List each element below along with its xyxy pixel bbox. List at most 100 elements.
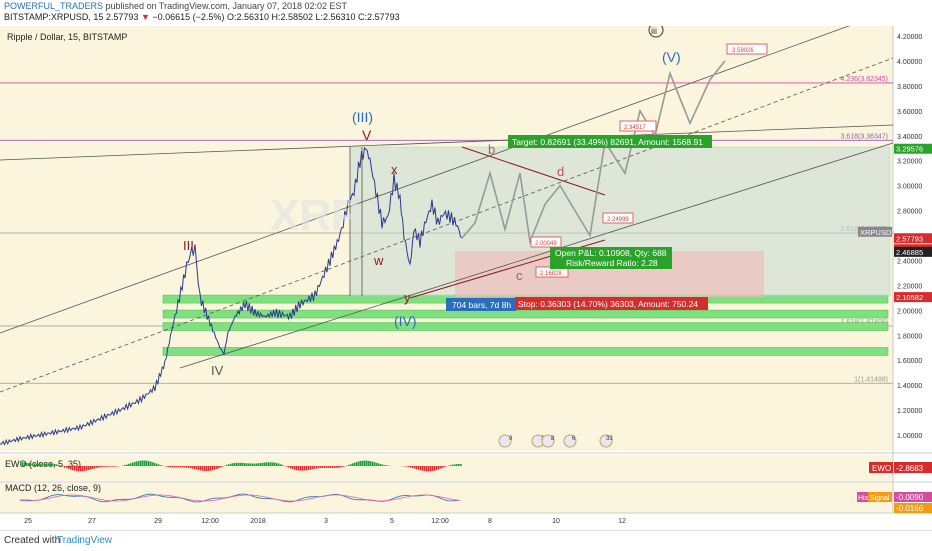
- macd-signal-tag-text: Signal: [870, 495, 890, 502]
- ewo-bar: [324, 466, 326, 468]
- ewo-bar: [156, 464, 158, 466]
- ewo-bar: [184, 466, 186, 467]
- published-text: published on TradingView.com, January 07…: [106, 1, 348, 11]
- ewo-bar: [258, 463, 260, 466]
- ewo-value: -2.8683: [896, 464, 924, 473]
- ewo-bar: [192, 466, 194, 469]
- ewo-bar: [450, 465, 452, 466]
- ewo-bar: [382, 465, 384, 466]
- ewo-bar: [168, 466, 170, 467]
- ewo-bar: [70, 466, 72, 470]
- ewo-bar: [144, 461, 146, 466]
- ewo-bar: [428, 466, 430, 471]
- ewo-bar: [350, 464, 352, 466]
- ewo-bar: [44, 463, 46, 466]
- ewo-bar: [38, 464, 40, 466]
- ewo-bar: [196, 466, 198, 470]
- tradingview-logo[interactable]: TradingView: [57, 535, 112, 546]
- wave-label-w: w: [373, 253, 384, 268]
- ewo-bar: [54, 464, 56, 466]
- chart-title: Ripple / Dollar, 15, BITSTAMP: [7, 32, 127, 42]
- ewo-bar: [46, 463, 48, 466]
- wave-label-V-paren: (V): [662, 49, 681, 65]
- ewo-bar: [454, 464, 456, 466]
- ewo-bar: [302, 466, 304, 471]
- ewo-bar: [274, 463, 276, 466]
- ewo-bar: [358, 461, 360, 466]
- username-link[interactable]: POWERFUL_TRADERS: [4, 1, 103, 11]
- ewo-bar: [132, 463, 134, 466]
- ohlc-line: BITSTAMP:XRPUSD, 15 2.57793 ▼ −0.06615 (…: [4, 12, 400, 22]
- ewo-bar: [338, 466, 340, 468]
- y-tick-label: 1.80000: [897, 333, 922, 340]
- ewo-bar: [368, 461, 370, 466]
- ewo-bar: [236, 463, 238, 466]
- ewo-bar: [420, 466, 422, 470]
- ewo-bar: [292, 466, 294, 469]
- ewo-bar: [410, 466, 412, 467]
- stop-box[interactable]: Stop: 0.36303 (14.70%) 36303, Amount: 75…: [515, 297, 708, 310]
- ewo-bar: [234, 463, 236, 466]
- ewo-bar: [20, 462, 22, 466]
- y-tick-label: 3.20000: [897, 159, 922, 166]
- ewo-bar: [100, 466, 102, 467]
- ewo-bar: [114, 466, 116, 467]
- ewo-bar: [208, 466, 210, 471]
- ewo-bar: [200, 466, 202, 470]
- ewo-bar: [216, 466, 218, 469]
- ewo-bar: [386, 465, 388, 466]
- ewo-bar: [294, 466, 296, 470]
- ewo-bar: [136, 461, 138, 466]
- risk-reward-text: Risk/Reward Ratio: 2.28: [566, 258, 658, 268]
- ewo-bar: [150, 462, 152, 466]
- ewo-bar: [48, 463, 50, 466]
- target-box[interactable]: Target: 0.82691 (33.49%) 82691, Amount: …: [508, 135, 712, 148]
- y-tick-label: 2.00000: [897, 308, 922, 315]
- y-tick-label: 1.00000: [897, 433, 922, 440]
- wave-label-c: c: [516, 268, 523, 283]
- wave-label-d: d: [557, 164, 564, 179]
- ewo-bar: [86, 466, 88, 470]
- ewo-bar: [188, 466, 190, 468]
- support-zone: [163, 323, 888, 331]
- ewo-bar: [68, 466, 70, 469]
- ewo-bar: [250, 463, 252, 466]
- ewo-bar: [220, 466, 222, 467]
- ewo-bar: [278, 464, 280, 466]
- ewo-bar: [296, 466, 298, 470]
- ewo-bar: [458, 464, 460, 466]
- ewo-bar: [426, 466, 428, 471]
- price-chart[interactable]: 4.236(3.82345)3.618(3.36347)2.618(2.6199…: [0, 26, 932, 530]
- publish-line: POWERFUL_TRADERS published on TradingVie…: [4, 1, 347, 11]
- bars-box[interactable]: 704 bars, 7d 8h: [446, 298, 516, 311]
- ewo-bar: [134, 462, 136, 466]
- x-tick-label: 12:00: [431, 518, 449, 525]
- wave-label-IV-paren: (IV): [394, 313, 417, 329]
- ewo-bar: [244, 463, 246, 466]
- ewo-bar: [176, 466, 178, 467]
- price-tag-text: 2.10582: [896, 293, 923, 302]
- ewo-bar: [88, 466, 90, 470]
- ewo-bar: [452, 465, 454, 466]
- ewo-bar: [182, 466, 184, 467]
- ticker: BITSTAMP:XRPUSD, 15: [4, 12, 103, 22]
- ewo-bar: [204, 466, 206, 471]
- key-level-label: 3.618(3.36347): [841, 133, 888, 140]
- open-pl-box[interactable]: Open P&L: 0.10908, Qty: 688 Risk/Reward …: [550, 247, 672, 269]
- ewo-bar: [432, 466, 434, 471]
- ewo-bar: [288, 466, 290, 468]
- ewo-bar: [174, 466, 176, 467]
- ewo-bar: [230, 464, 232, 466]
- ewo-bar: [36, 464, 38, 466]
- ewo-bar: [152, 462, 154, 466]
- ewo-bar: [172, 466, 174, 467]
- ewo-bar: [424, 466, 426, 471]
- ewo-bar: [98, 466, 100, 467]
- x-tick-label: 12: [618, 518, 626, 525]
- ewo-bar: [160, 465, 162, 466]
- ewo-bar: [440, 466, 442, 469]
- y-tick-label: 4.20000: [897, 34, 922, 41]
- mini-tag-1-text: 3.59026: [732, 48, 754, 54]
- ewo-bar: [52, 464, 54, 466]
- ewo-bar: [366, 461, 368, 466]
